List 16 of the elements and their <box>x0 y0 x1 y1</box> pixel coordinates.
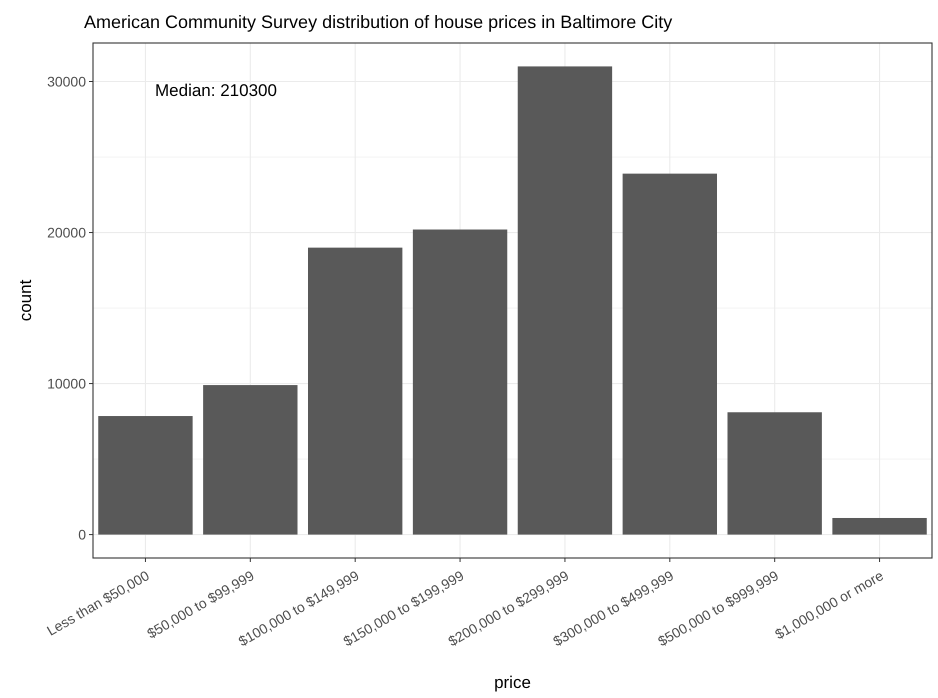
bar <box>308 248 402 535</box>
bar <box>98 416 193 535</box>
y-tick-label: 10000 <box>47 375 86 392</box>
y-tick-label: 20000 <box>47 224 86 240</box>
bar <box>203 385 298 535</box>
bar <box>622 174 718 535</box>
bar <box>727 412 822 535</box>
bar <box>518 66 612 535</box>
annotation: Median: 210300 <box>155 81 277 100</box>
bar <box>832 518 927 535</box>
y-tick-label: 30000 <box>47 73 86 90</box>
bar <box>412 230 508 535</box>
chart-title: American Community Survey distribution of house prices in Baltimore City <box>84 12 672 32</box>
y-axis-title: count <box>16 279 35 322</box>
y-tick-label: 0 <box>78 526 86 542</box>
x-axis-title: price <box>494 673 531 692</box>
